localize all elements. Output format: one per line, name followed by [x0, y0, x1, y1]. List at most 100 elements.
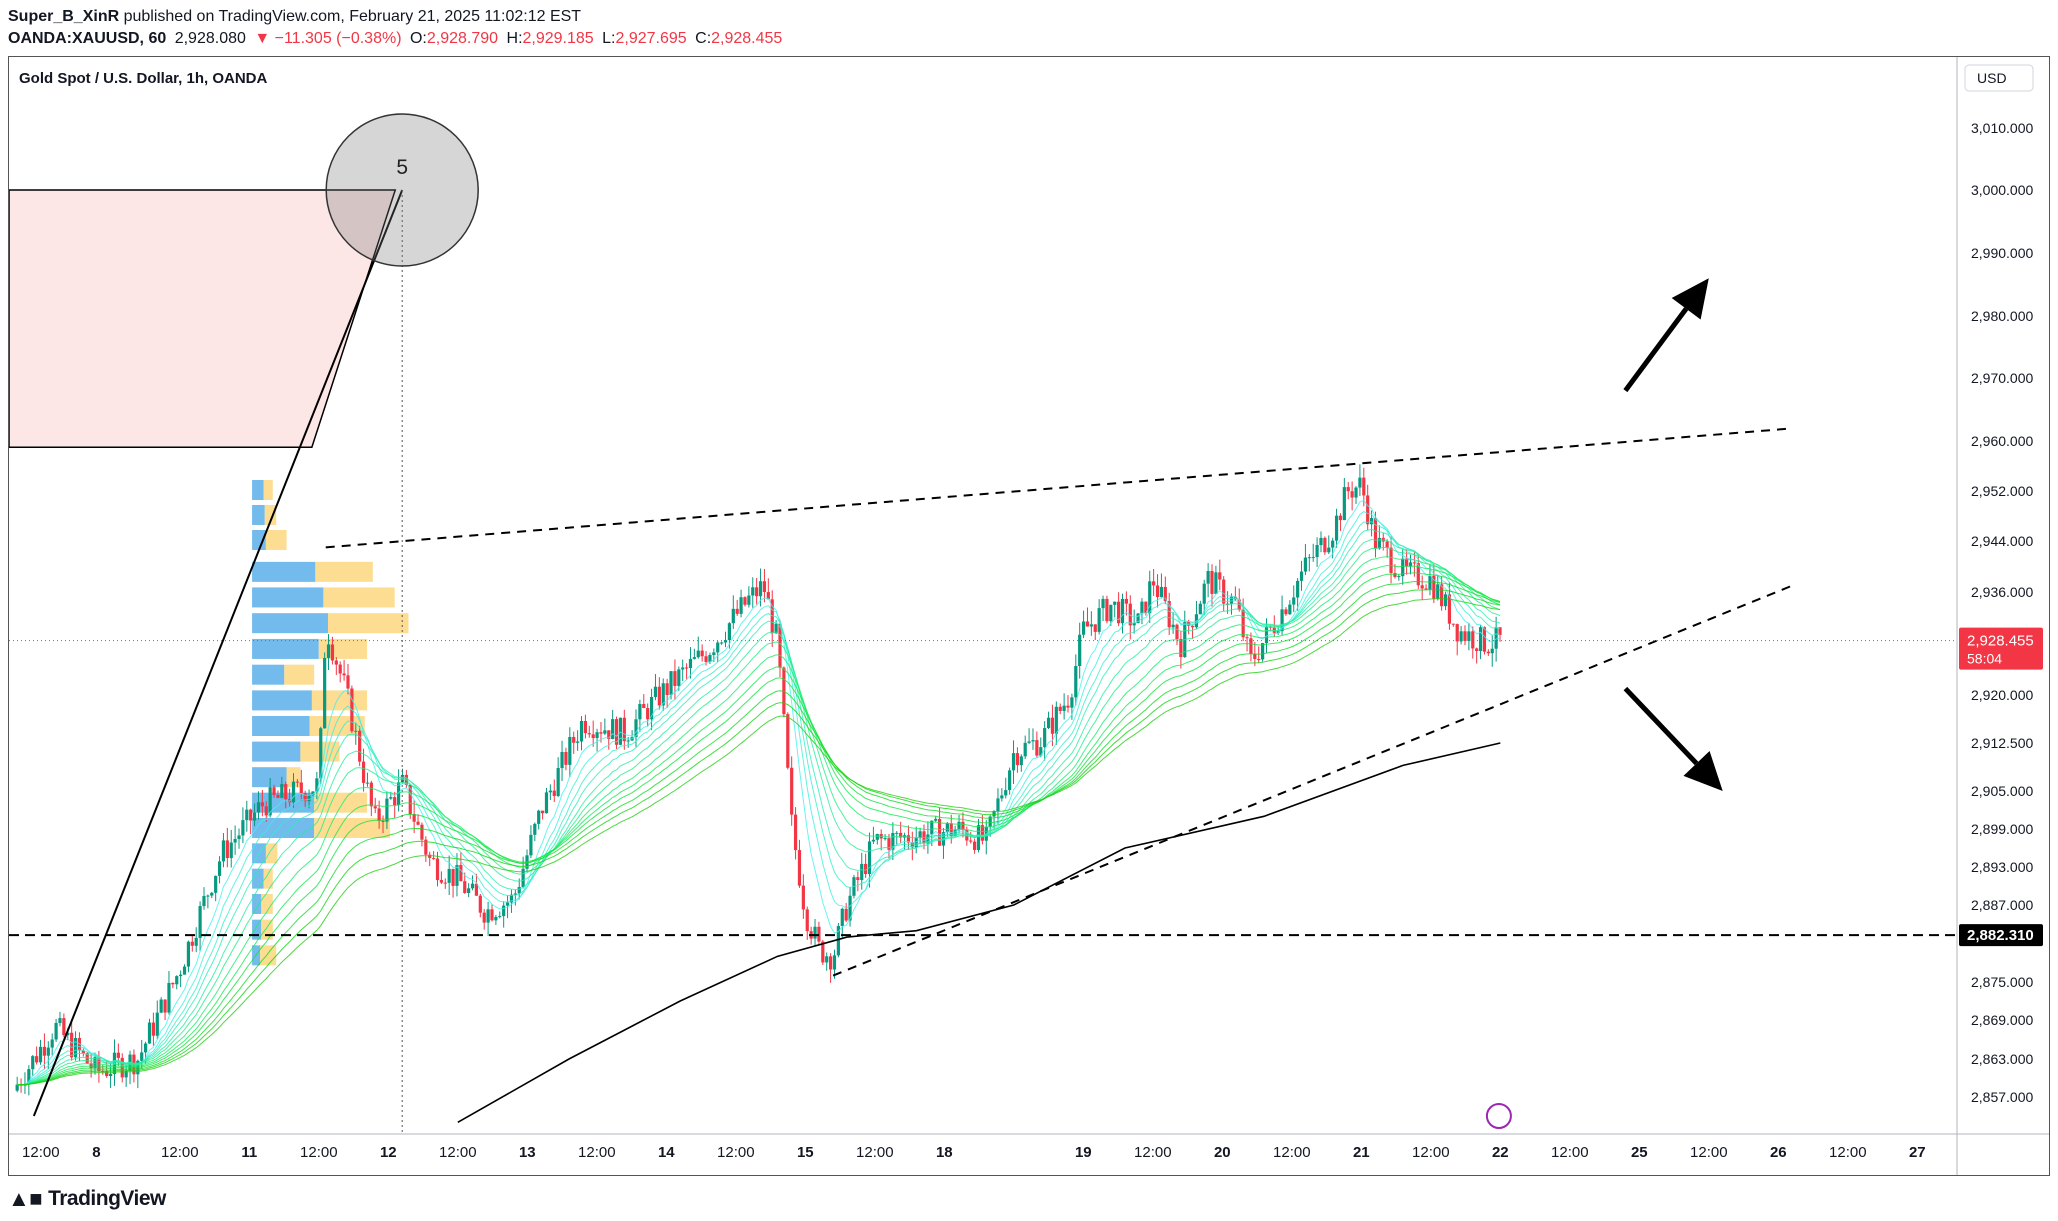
tradingview-footer[interactable]: ▲■ TradingView [8, 1186, 166, 1212]
candle-body [953, 829, 957, 837]
high-value: 2,929.185 [522, 30, 594, 47]
candle-body [1327, 547, 1331, 553]
author-name[interactable]: Super_B_XinR [8, 8, 120, 25]
candle-body [1362, 477, 1366, 496]
publish-line: Super_B_XinR published on TradingView.co… [8, 6, 786, 28]
candle-body [31, 1056, 35, 1070]
candle-body [354, 730, 358, 732]
candle-body [1393, 573, 1397, 577]
candle-body [1070, 697, 1074, 708]
candle-body [1050, 717, 1055, 734]
candle-body [1350, 491, 1354, 498]
candle-body [252, 812, 257, 821]
candle-body [533, 823, 537, 835]
ema-ribbon-line [17, 538, 1501, 1086]
currency-label: USD [1977, 70, 2007, 86]
candle-body [478, 895, 482, 913]
candle-body [1202, 583, 1206, 604]
candle-body [1440, 584, 1444, 607]
candle-body [649, 696, 654, 720]
last-price-badge-value: 2,928.455 [1967, 633, 2034, 650]
candle-body [1443, 594, 1448, 607]
candle-body [692, 657, 696, 659]
candle-body [521, 868, 525, 888]
candle-body [272, 787, 276, 795]
time-axis-tick: 15 [797, 1144, 814, 1161]
time-axis-tick: 12:00 [1273, 1144, 1311, 1161]
candle-body [1276, 631, 1280, 633]
candle-body [358, 730, 362, 762]
time-axis-tick: 26 [1770, 1144, 1787, 1161]
candle-body [1451, 623, 1455, 625]
candle-body [1035, 740, 1039, 756]
candle-body [1420, 585, 1424, 589]
candle-body [1008, 770, 1012, 791]
candle-body [1113, 601, 1117, 605]
candle-body [708, 654, 712, 662]
candle-body [642, 704, 646, 709]
time-axis-tick: 12:00 [1134, 1144, 1172, 1161]
candle-body [657, 686, 661, 706]
candle-body [887, 838, 891, 850]
candle-body [361, 761, 366, 783]
candle-body [1019, 756, 1023, 766]
ohlc-line: OANDA:XAUUSD, 60 2,928.080 ▼ −11.305 (−0… [8, 28, 786, 50]
candle-body [1155, 585, 1160, 597]
candle-body [268, 787, 272, 816]
price-axis-tick: 2,936.000 [1971, 584, 2033, 600]
candle-body [1494, 627, 1498, 649]
candle-body [459, 864, 463, 882]
time-axis-tick: 22 [1492, 1144, 1509, 1161]
chart-frame[interactable]: 5 3,010.000 3,000.000 2,990.000 2,980.000 2,9… [8, 56, 2050, 1176]
candle-body [980, 825, 984, 841]
candle-body [105, 1071, 109, 1077]
publish-info: published on TradingView.com, February 2… [123, 8, 582, 25]
price-axis-tick: 2,944.000 [1971, 533, 2033, 549]
candle-body [1389, 547, 1393, 574]
candle-body [116, 1052, 120, 1058]
candle-body [1471, 631, 1475, 649]
candle-body [529, 834, 533, 856]
candle-body [1432, 575, 1436, 599]
candle-body [1299, 571, 1304, 581]
candle-body [249, 809, 253, 821]
impulse-line [32, 189, 404, 1117]
volume-profile-down-bar [327, 613, 409, 634]
candle-body [396, 782, 401, 806]
price-axis-tick: 2,857.000 [1971, 1089, 2033, 1105]
candle-body [198, 906, 202, 938]
volume-profile-up-bar [252, 894, 262, 914]
open-value: 2,928.790 [426, 30, 499, 47]
price-chart[interactable]: 5 3,010.000 3,000.000 2,990.000 2,980.000 2,9… [9, 57, 2049, 1175]
arrow-head-down [1683, 751, 1723, 791]
price-axis-tick: 2,899.000 [1971, 821, 2033, 837]
time-axis-tick: 12:00 [578, 1144, 616, 1161]
candle-body [1296, 580, 1300, 598]
last-price: 2,928.080 [174, 30, 246, 47]
candle-body [260, 802, 264, 807]
candle-body [1167, 601, 1171, 628]
volume-profile-down-bar [315, 561, 373, 582]
candle-body [755, 587, 759, 597]
ema-ribbon-line [17, 598, 1501, 1086]
candle-body [1307, 557, 1311, 559]
candle-body [1132, 623, 1136, 626]
candle-body [385, 798, 389, 822]
candle-body [1311, 557, 1315, 559]
candle-body [171, 982, 175, 985]
time-axis-tick: 14 [658, 1144, 675, 1161]
volume-profile-down-bar [284, 664, 315, 685]
price-axis-tick: 2,952.000 [1971, 483, 2033, 499]
candle-body [579, 720, 584, 742]
candle-body [443, 882, 447, 884]
candle-body [646, 708, 650, 720]
candle-body [895, 832, 899, 834]
candle-body [66, 1032, 70, 1036]
candle-body [1140, 601, 1144, 614]
candle-body [155, 1012, 159, 1036]
candle-body [587, 733, 591, 735]
candle-body [1412, 562, 1416, 564]
time-axis-tick: 12:00 [1690, 1144, 1728, 1161]
candle-body [1490, 648, 1494, 654]
candle-body [1284, 609, 1288, 615]
